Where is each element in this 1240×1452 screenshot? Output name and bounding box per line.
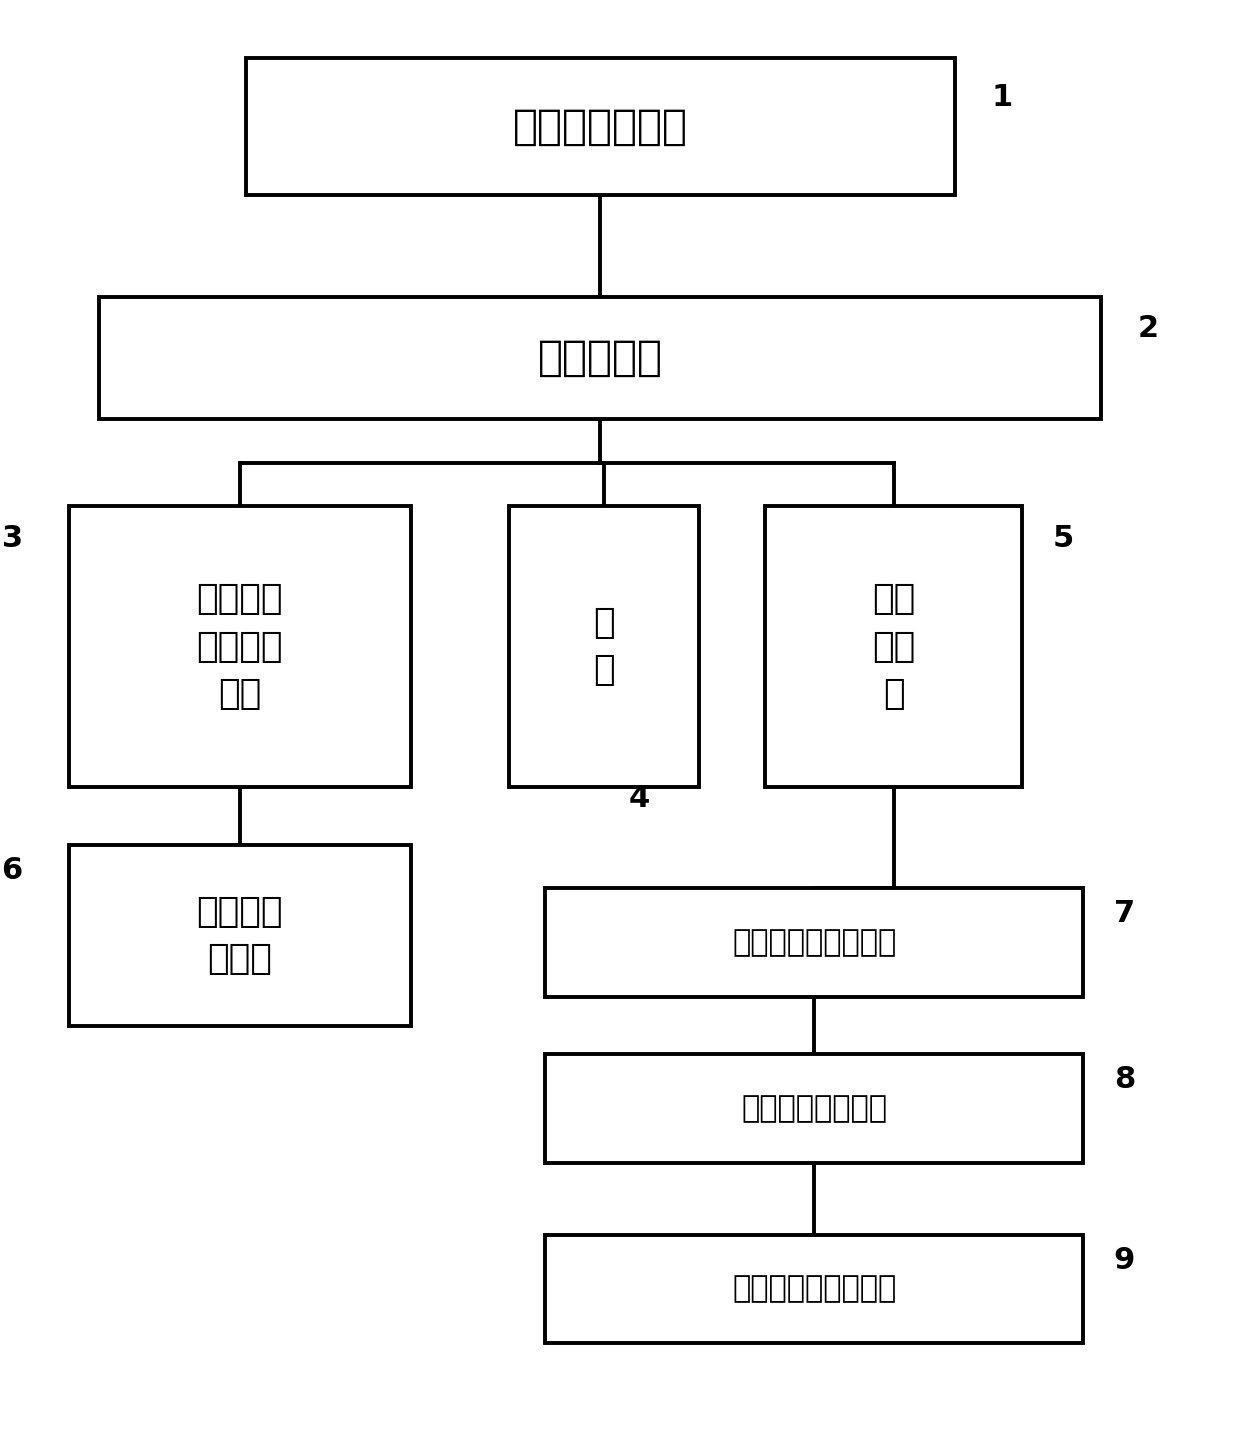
Text: 锁车装置识别芯片: 锁车装置识别芯片 <box>742 1093 888 1122</box>
Text: 1: 1 <box>992 83 1013 112</box>
Bar <box>546 1234 1083 1343</box>
Text: 5: 5 <box>1053 524 1074 553</box>
Bar <box>246 58 955 196</box>
Text: 4: 4 <box>629 784 650 813</box>
Bar <box>68 845 410 1025</box>
Text: 8: 8 <box>1114 1066 1135 1095</box>
Text: 二代居民
身份证读
卡器: 二代居民 身份证读 卡器 <box>197 582 283 711</box>
Text: 3: 3 <box>1 524 22 553</box>
Text: 7: 7 <box>1114 899 1135 928</box>
Text: 云架构网络系统: 云架构网络系统 <box>513 106 688 148</box>
Bar <box>510 505 698 787</box>
Text: 6: 6 <box>1 855 22 884</box>
Bar <box>68 505 410 787</box>
Bar <box>546 1054 1083 1163</box>
Text: 带锁车装置的自行车: 带锁车装置的自行车 <box>732 1275 897 1304</box>
Text: 锁
柱: 锁 柱 <box>593 605 615 687</box>
Text: 二代居民
身份证: 二代居民 身份证 <box>197 894 283 976</box>
Text: 智能
停车
锁: 智能 停车 锁 <box>872 582 915 711</box>
Bar <box>765 505 1022 787</box>
Text: 9: 9 <box>1114 1246 1135 1275</box>
Text: 2: 2 <box>1138 315 1159 344</box>
Text: 智能停车锁识别芯片: 智能停车锁识别芯片 <box>732 928 897 957</box>
Bar <box>546 889 1083 996</box>
Text: 自行车锁柱: 自行车锁柱 <box>538 337 663 379</box>
Bar <box>99 296 1101 420</box>
